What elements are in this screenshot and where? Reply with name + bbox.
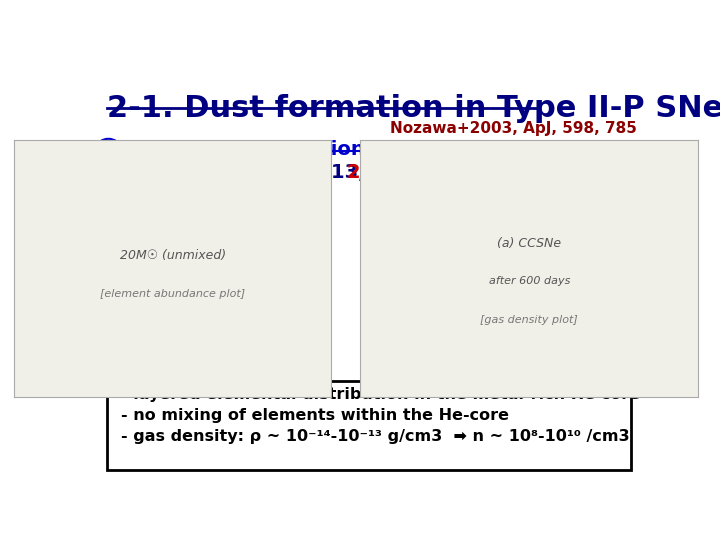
Text: =1 ): =1 ) <box>498 163 543 181</box>
Text: ZAMS: ZAMS <box>263 172 303 185</box>
Text: (E: (E <box>465 163 494 181</box>
Text: - layered elemental distribution in the metal-rich He core: - layered elemental distribution in the … <box>121 387 640 402</box>
Text: 2-1. Dust formation in Type II-P SNe: 2-1. Dust formation in Type II-P SNe <box>107 94 720 123</box>
Text: = 13,: = 13, <box>301 163 372 181</box>
Text: , 25, 30 M: , 25, 30 M <box>366 163 474 181</box>
Text: - SNe II  :  M: - SNe II : M <box>129 163 263 181</box>
Text: sun: sun <box>446 172 471 185</box>
Text: - gas density: ρ ~ 10⁻¹⁴-10⁻¹³ g/cm3  ➡ n ~ 10⁸-10¹⁰ /cm3: - gas density: ρ ~ 10⁻¹⁴-10⁻¹³ g/cm3 ➡ n… <box>121 429 629 444</box>
Text: 51: 51 <box>487 172 505 185</box>
FancyBboxPatch shape <box>107 381 631 470</box>
Text: O: O <box>100 140 117 159</box>
Text: (Umeda & Nomoto 2002): (Umeda & Nomoto 2002) <box>412 140 609 154</box>
Text: Nozawa+2003, ApJ, 598, 785: Nozawa+2003, ApJ, 598, 785 <box>390 121 637 136</box>
Text: 20: 20 <box>347 163 374 181</box>
Text: [element abundance plot]: [element abundance plot] <box>100 289 246 299</box>
Text: [gas density plot]: [gas density plot] <box>480 315 578 325</box>
Text: (a) CCSNe: (a) CCSNe <box>497 237 562 249</box>
Text: after 600 days: after 600 days <box>488 276 570 287</box>
Text: SN model (Population III SNe): SN model (Population III SNe) <box>126 140 452 159</box>
Text: 20M☉ (unmixed): 20M☉ (unmixed) <box>120 249 226 262</box>
Text: - no mixing of elements within the He-core: - no mixing of elements within the He-co… <box>121 408 509 423</box>
